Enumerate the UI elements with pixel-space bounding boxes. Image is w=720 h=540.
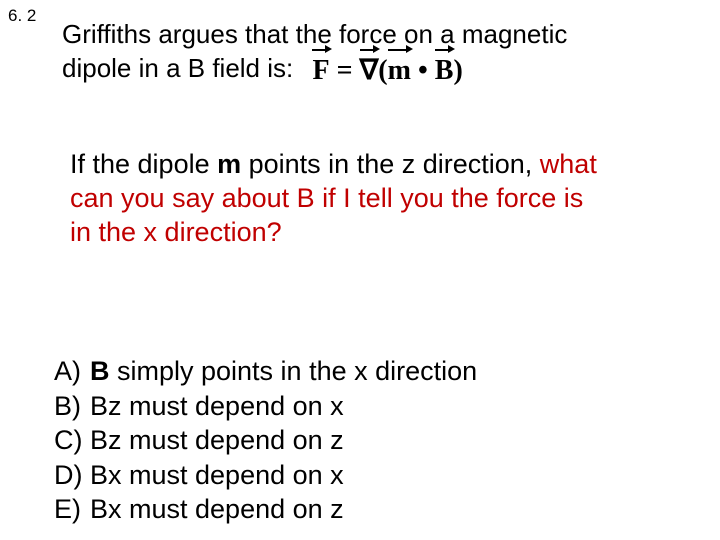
option-e-label: E) bbox=[54, 492, 90, 527]
eq-sign: = bbox=[330, 55, 360, 86]
vec-grad: ∇ bbox=[360, 53, 379, 88]
vec-m: m bbox=[388, 53, 411, 88]
options-list: A) B simply points in the x direction B)… bbox=[54, 354, 477, 527]
option-b-text: Bz must depend on x bbox=[90, 389, 344, 424]
q-red3: in the x direction? bbox=[70, 217, 282, 247]
option-b-label: B) bbox=[54, 389, 90, 424]
option-a: A) B simply points in the x direction bbox=[54, 354, 477, 389]
option-a-B: B bbox=[90, 356, 110, 386]
option-b: B) Bz must depend on x bbox=[54, 389, 477, 424]
option-a-rest: simply points in the x direction bbox=[110, 356, 478, 386]
q-red2c: if I tell you the force is bbox=[322, 183, 583, 213]
question-text: If the dipole m points in the z directio… bbox=[70, 148, 678, 249]
paren-open: ( bbox=[378, 55, 387, 86]
q-m: m bbox=[217, 149, 241, 179]
option-d: D) Bx must depend on x bbox=[54, 458, 477, 493]
option-d-label: D) bbox=[54, 458, 90, 493]
option-a-label: A) bbox=[54, 354, 90, 389]
option-c-label: C) bbox=[54, 423, 90, 458]
problem-number: 6. 2 bbox=[8, 6, 36, 26]
option-a-text: B simply points in the x direction bbox=[90, 354, 477, 389]
option-e-text: Bx must depend on z bbox=[90, 492, 344, 527]
option-c: C) Bz must depend on z bbox=[54, 423, 477, 458]
vec-F: F bbox=[312, 53, 329, 88]
option-d-text: Bx must depend on x bbox=[90, 458, 344, 493]
q-part2: points in the z direction, bbox=[241, 149, 540, 179]
option-e: E) Bx must depend on z bbox=[54, 492, 477, 527]
q-red2b: B bbox=[289, 183, 322, 213]
intro-line1: Griffiths argues that the force on a mag… bbox=[62, 19, 567, 49]
option-c-text: Bz must depend on z bbox=[90, 423, 344, 458]
intro-text: Griffiths argues that the force on a mag… bbox=[62, 18, 682, 86]
vec-B: B bbox=[435, 53, 454, 88]
formula: F = ∇(m • B) bbox=[300, 55, 462, 86]
dot-op: • bbox=[411, 55, 435, 86]
q-red2a: can you say about bbox=[70, 183, 289, 213]
intro-line2: dipole in a B field is: bbox=[62, 53, 293, 83]
q-red1: what bbox=[540, 149, 597, 179]
q-prefix: If the dipole bbox=[70, 149, 217, 179]
paren-close: ) bbox=[453, 55, 462, 86]
